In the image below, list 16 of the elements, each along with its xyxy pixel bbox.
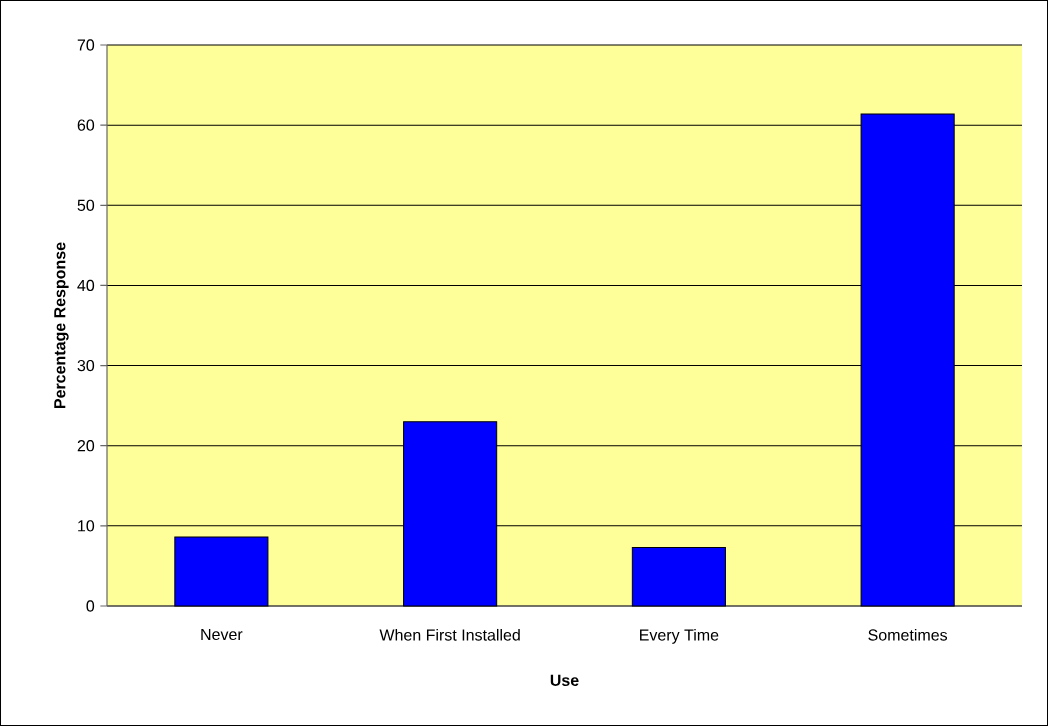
y-tick-label: 20: [77, 440, 95, 452]
x-tick-label: Every Time: [640, 628, 719, 644]
x-tick-label: Sometimes: [868, 628, 948, 641]
y-tick-label: 70: [77, 39, 95, 51]
y-tick-label: 50: [77, 199, 95, 211]
bar: [631, 547, 726, 607]
y-axis-title: Percentage Response: [54, 242, 69, 409]
x-tick-label: Never: [201, 628, 243, 641]
y-tick-label: 60: [77, 119, 95, 131]
y-tick-label: 40: [77, 279, 95, 292]
bar: [174, 536, 269, 607]
y-tick-label: 30: [77, 359, 95, 372]
x-tick-label: When First Installed: [379, 628, 520, 641]
y-tick-label: 10: [78, 520, 95, 532]
y-tick-label: 0: [86, 600, 95, 612]
x-axis-title: Use: [550, 674, 579, 686]
